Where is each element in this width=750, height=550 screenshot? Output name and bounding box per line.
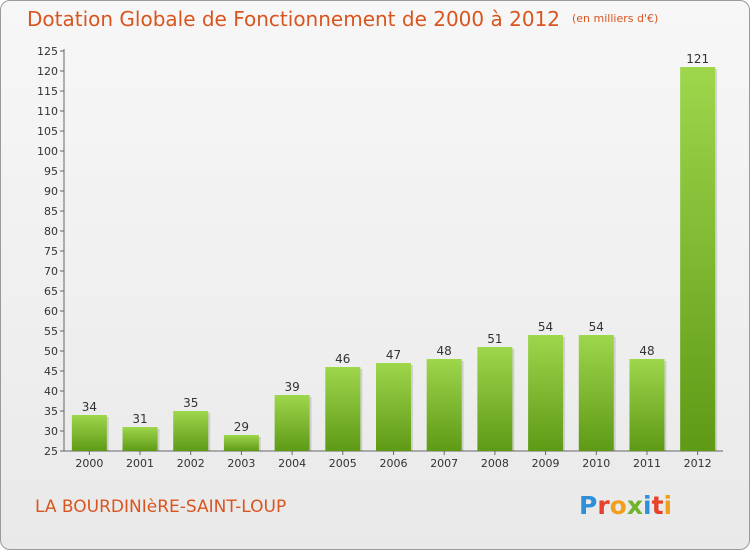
y-tick-label: 65	[44, 285, 58, 298]
brand-letter: x	[626, 491, 643, 520]
y-tick-label: 120	[37, 65, 58, 78]
bar-value-label: 39	[284, 380, 299, 394]
bar-value-label: 48	[639, 344, 654, 358]
bar	[71, 415, 107, 451]
bar	[680, 67, 716, 451]
bar	[629, 359, 665, 451]
x-tick-label: 2002	[177, 457, 205, 470]
bar-value-label: 51	[487, 332, 502, 346]
bar-value-label: 34	[82, 400, 97, 414]
chart-subtitle: (en milliers d'€)	[572, 12, 659, 25]
y-tick-label: 85	[44, 205, 58, 218]
y-tick-label: 40	[44, 385, 58, 398]
bar	[122, 427, 158, 451]
y-tick-label: 95	[44, 165, 58, 178]
bar	[477, 347, 513, 451]
y-tick-label: 50	[44, 345, 58, 358]
brand-letter: r	[597, 491, 610, 520]
y-tick-label: 110	[37, 105, 58, 118]
x-tick-label: 2008	[481, 457, 509, 470]
x-tick-label: 2007	[430, 457, 458, 470]
bar-value-label: 48	[437, 344, 452, 358]
y-tick-label: 100	[37, 145, 58, 158]
y-tick-label: 60	[44, 305, 58, 318]
bar-value-label: 29	[234, 420, 249, 434]
bar	[223, 435, 259, 451]
bar	[173, 411, 209, 451]
bar-value-label: 54	[538, 320, 553, 334]
x-tick-label: 2011	[633, 457, 661, 470]
bar-value-label: 31	[132, 412, 147, 426]
y-tick-label: 45	[44, 365, 58, 378]
x-tick-label: 2009	[532, 457, 560, 470]
bar	[376, 363, 411, 451]
y-tick-label: 30	[44, 425, 58, 438]
bars	[71, 67, 718, 451]
bar-chart: 25 30 35 40 45 50 55 60 65 70 75 80 85 90 95 100 105 110 1…	[37, 45, 723, 470]
bar	[528, 335, 564, 451]
y-tick-label: 105	[37, 125, 58, 138]
chart-title: Dotation Globale de Fonctionnement de 20…	[27, 7, 658, 31]
bar	[325, 367, 361, 451]
y-tick-label: 80	[44, 225, 58, 238]
brand-letter: o	[609, 491, 627, 520]
y-tick-label: 90	[44, 185, 58, 198]
chart-title-text: Dotation Globale de Fonctionnement de 20…	[27, 7, 560, 31]
y-tick-label: 125	[37, 45, 58, 58]
data-labels: 34 31 35 29 39 46 47 48 51 54 54 48 121	[82, 52, 709, 434]
bar-value-label: 35	[183, 396, 198, 410]
proxiti-logo[interactable]: Proxiti	[579, 491, 672, 520]
bar-value-label: 54	[589, 320, 604, 334]
x-tick-label: 2004	[278, 457, 306, 470]
bar-value-label: 47	[386, 348, 401, 362]
x-tick-label: 2001	[126, 457, 154, 470]
brand-letter: P	[579, 491, 598, 520]
y-tick-label: 35	[44, 405, 58, 418]
brand-letter: i	[663, 491, 673, 520]
y-tick-label: 25	[44, 445, 58, 458]
bar-value-label: 46	[335, 352, 350, 366]
y-tick-label: 75	[44, 245, 58, 258]
x-tick-label: 2005	[329, 457, 357, 470]
brand-letter: i	[643, 491, 652, 520]
y-tick-label: 115	[37, 85, 58, 98]
bar-value-label: 121	[686, 52, 709, 66]
y-tick-label: 70	[44, 265, 58, 278]
x-tick-label: 2003	[227, 457, 255, 470]
x-tick-label: 2000	[75, 457, 103, 470]
bar	[274, 395, 310, 451]
x-tick-label: 2012	[684, 457, 712, 470]
bar	[578, 335, 614, 451]
x-tick-label: 2006	[380, 457, 408, 470]
brand-letter: t	[651, 491, 664, 520]
x-tick-label: 2010	[582, 457, 610, 470]
bar	[426, 359, 462, 451]
commune-name: LA BOURDINIèRE-SAINT-LOUP	[35, 497, 287, 517]
y-tick-label: 55	[44, 325, 58, 338]
axes: 25 30 35 40 45 50 55 60 65 70 75 80 85 90 95 100 105 110 1…	[37, 45, 723, 470]
